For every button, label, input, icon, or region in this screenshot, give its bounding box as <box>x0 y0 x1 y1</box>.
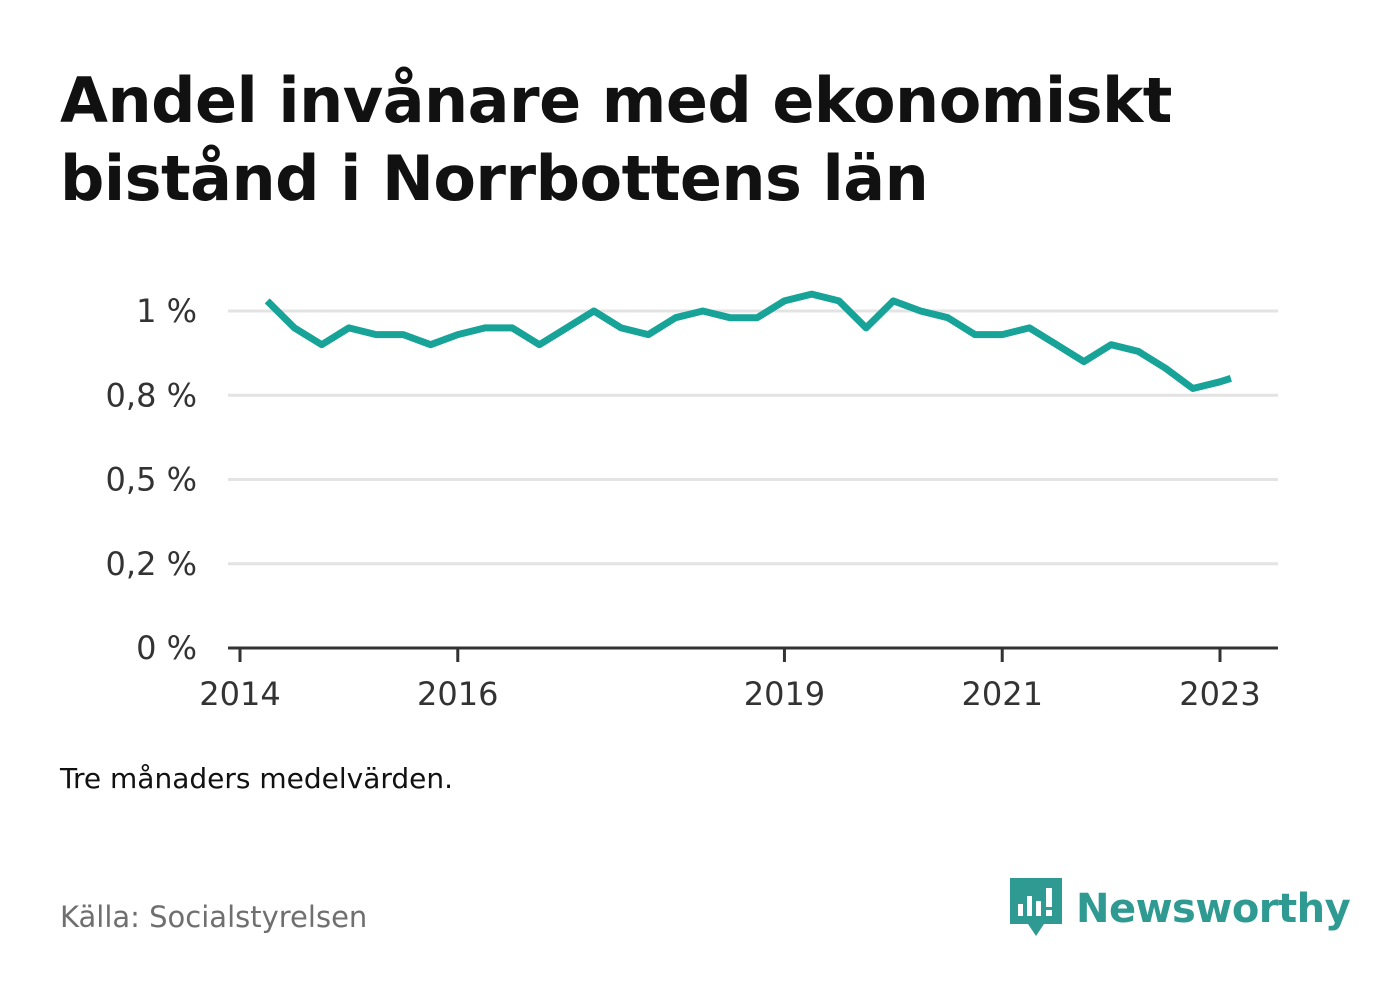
brand-name: Newsworthy <box>1076 886 1351 932</box>
y-tick-label: 1 % <box>136 292 197 330</box>
x-tick-label: 2019 <box>744 675 825 713</box>
chart-note: Tre månaders medelvärden. <box>60 762 454 795</box>
grid-lines <box>228 309 1278 566</box>
x-tick-label: 2023 <box>1179 675 1260 713</box>
y-tick-label: 0,5 % <box>106 461 197 499</box>
source-text: Källa: Socialstyrelsen <box>60 900 368 934</box>
series-line <box>264 290 1232 392</box>
series-layer <box>264 290 1232 392</box>
x-tick-label: 2021 <box>962 675 1043 713</box>
y-tick-label: 0 % <box>136 629 197 667</box>
newsworthy-bar-chart-icon <box>1010 878 1062 936</box>
y-axis-ticks: 0 % 0,2 % 0,5 % 0,8 % 1 % <box>106 292 197 667</box>
chart-title: Andel invånare med ekonomiskt bistånd i … <box>60 64 1172 215</box>
x-tick-label: 2014 <box>199 675 280 713</box>
brand-logo: Newsworthy <box>1010 878 1351 940</box>
x-axis-ticks: 2014 2016 2019 2021 2023 <box>199 648 1261 713</box>
x-tick-label: 2016 <box>417 675 498 713</box>
y-tick-label: 0,2 % <box>106 545 197 583</box>
y-tick-label: 0,8 % <box>106 376 197 414</box>
